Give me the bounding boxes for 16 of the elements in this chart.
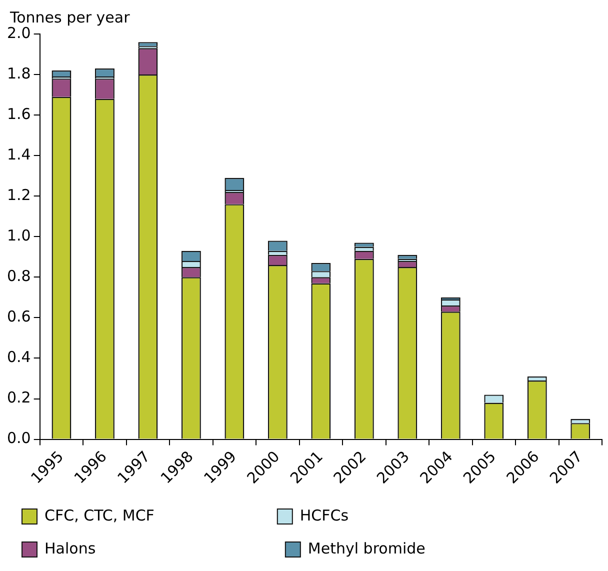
legend-label: CFC, CTC, MCF (44, 506, 260, 524)
legend-label: HCFCs (300, 506, 530, 524)
legend-label: Methyl bromide (308, 539, 521, 558)
legend-label: Halons (44, 539, 268, 558)
y-tick-label: 0.2 (6, 388, 31, 407)
y-tick-label: 1.4 (6, 145, 31, 164)
y-tick-label: 1.2 (6, 186, 31, 204)
y-tick-label: 0.0 (6, 429, 31, 448)
y-tick-label: 1.0 (6, 226, 31, 245)
y-tick-label: 0.8 (6, 267, 31, 286)
y-tick-label: 2.0 (6, 24, 31, 42)
y-tick-label: 1.6 (6, 104, 31, 123)
y-tick-label: 0.6 (6, 308, 31, 326)
y-tick-label: 0.4 (6, 348, 31, 366)
y-tick-label: 1.8 (6, 64, 31, 82)
y-axis-title: Tonnes per year (9, 8, 131, 26)
